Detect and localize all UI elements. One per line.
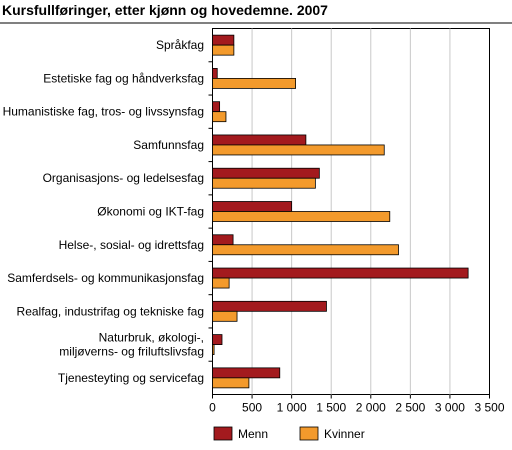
legend-label-menn: Menn [238,427,268,441]
x-tick-label: 1 500 [316,401,346,415]
category-label: Samferdsels- og kommunikasjonsfag [7,271,204,285]
x-tick-label: 500 [242,401,262,415]
bar-menn [212,234,234,246]
legend-swatch-kvinner [299,426,319,441]
x-tick-label: 3 000 [435,401,465,415]
x-tick-label: 3 500 [474,401,504,415]
category-label: Humanistiske fag, tros- og livssynsfag [3,105,204,119]
bar-kvinner [212,44,235,56]
bar-kvinner [212,244,399,256]
bar-menn [212,68,218,79]
chart-title: Kursfullføringer, etter kjønn og hovedem… [2,2,328,18]
x-tick-label: 2 000 [356,401,386,415]
bar-menn [212,367,281,379]
category-label: Økonomi og IKT-fag [97,205,204,219]
bar-kvinner [212,344,215,355]
bar-kvinner [212,177,316,189]
bar-kvinner [212,144,385,156]
x-tick-label: 1 000 [277,401,307,415]
bar-kvinner [212,111,227,123]
bar-kvinner [212,78,296,89]
category-label: Estetiske fag og håndverksfag [43,71,204,85]
bar-menn [212,101,221,113]
category-label: Tjenesteyting og servicefag [58,371,204,385]
category-label: Naturbruk, økologi-, [99,331,204,345]
legend-label-kvinner: Kvinner [324,427,365,441]
bar-menn [212,334,223,345]
bar-menn [212,267,469,279]
legend-swatch-menn [213,426,233,441]
category-label: Helse-, sosial- og idrettsfag [59,238,204,252]
category-label: miljøverns- og friluftslivsfag [59,345,204,359]
bar-menn [212,134,307,146]
x-tick-label: 0 [209,401,216,415]
x-tick-label: 2 500 [395,401,425,415]
category-label: Samfunnsfag [133,138,204,152]
bar-menn [212,34,235,46]
bar-menn [212,167,320,179]
category-label: Organisasjons- og ledelsesfag [43,171,204,185]
category-label: Språkfag [156,38,204,52]
bar-kvinner [212,377,250,389]
bar-menn [212,201,293,212]
bar-menn [212,300,327,312]
category-label: Realfag, industrifag og tekniske fag [17,304,204,318]
bar-kvinner [212,277,230,289]
bar-kvinner [212,211,391,222]
bar-kvinner [212,310,238,322]
